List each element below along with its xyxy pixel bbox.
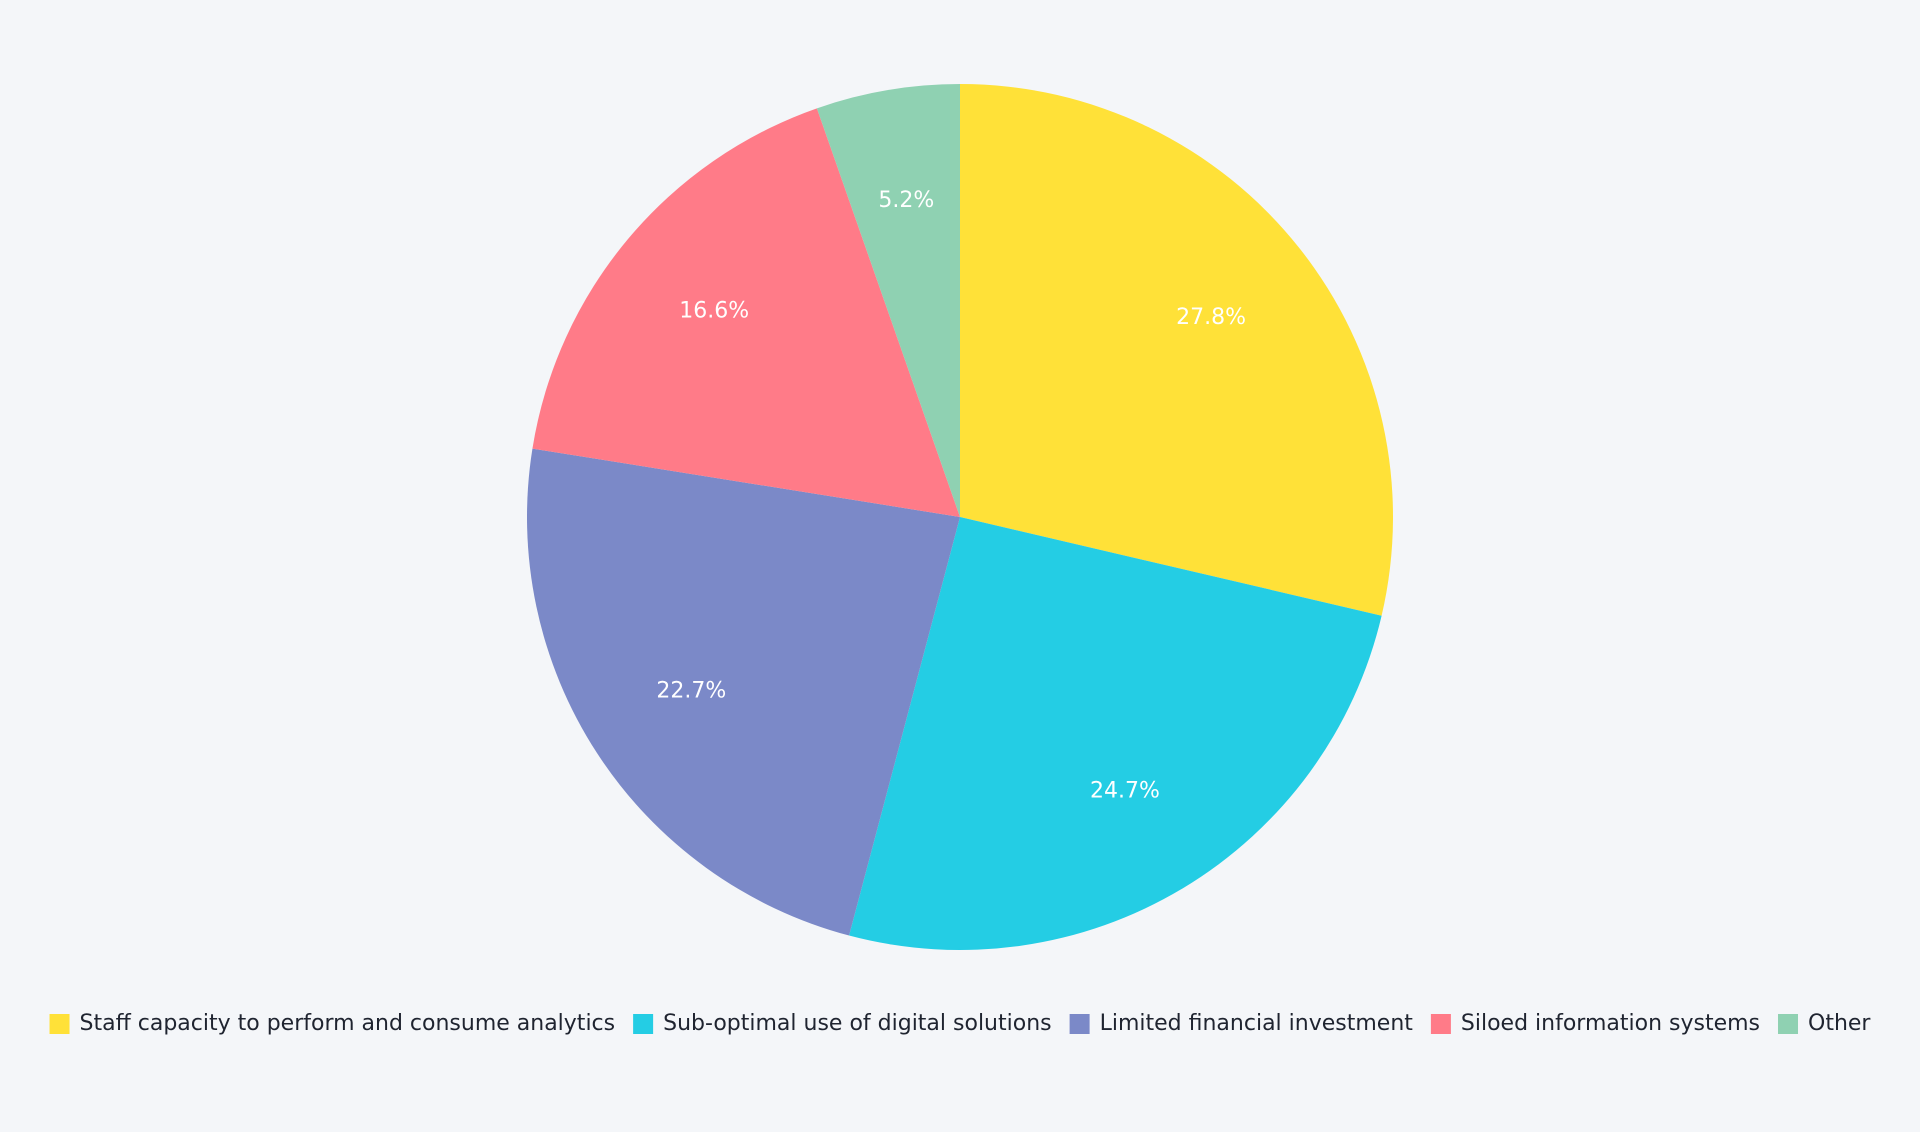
legend: Staff capacity to perform and consume an… [49, 1011, 1871, 1036]
legend-swatch [49, 1014, 70, 1034]
value-label: 16.6% [679, 298, 749, 323]
value-label: 27.8% [1176, 305, 1246, 330]
pie-slice [849, 517, 1382, 950]
legend-label: Other [1808, 1011, 1871, 1036]
pie-slice [532, 108, 960, 518]
value-label: 5.2% [878, 188, 934, 213]
legend-swatch [1778, 1014, 1799, 1034]
pie-slice [960, 84, 1393, 616]
value-label: 24.7% [1090, 779, 1160, 804]
pie-slice [527, 448, 960, 936]
legend-label: Sub-optimal use of digital solutions [663, 1011, 1051, 1036]
legend-swatch [633, 1014, 654, 1034]
legend-label: Staff capacity to perform and consume an… [80, 1011, 616, 1036]
legend-swatch [1069, 1014, 1090, 1034]
value-label: 22.7% [656, 679, 726, 704]
legend-swatch [1430, 1014, 1451, 1034]
legend-label: Siloed information systems [1461, 1011, 1760, 1036]
legend-label: Limited financial investment [1100, 1011, 1414, 1036]
pie-slice [816, 84, 960, 517]
